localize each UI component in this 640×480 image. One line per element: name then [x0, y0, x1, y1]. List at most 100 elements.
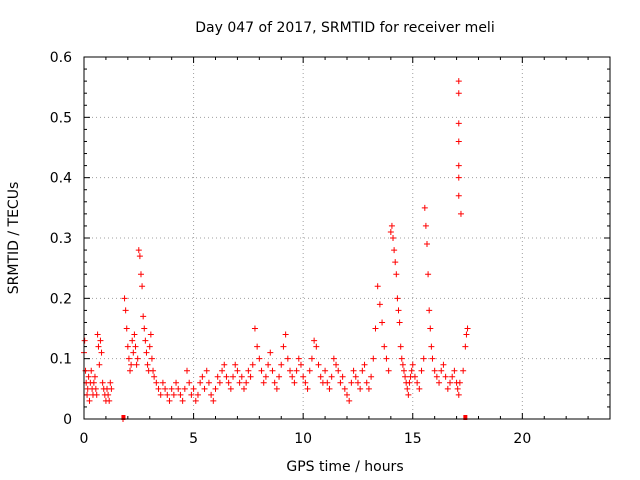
data-point — [86, 397, 93, 404]
data-point — [397, 343, 404, 350]
data-point — [135, 247, 142, 254]
data-point — [92, 385, 99, 392]
data-point — [140, 313, 147, 320]
data-point — [354, 379, 361, 386]
data-point — [427, 325, 434, 332]
data-point — [97, 337, 104, 344]
data-point — [251, 325, 258, 332]
data-point — [348, 379, 355, 386]
data-point — [143, 349, 150, 356]
x-tick-label: 5 — [189, 431, 198, 447]
data-point — [260, 379, 267, 386]
y-tick-label: 0.5 — [50, 110, 72, 126]
data-point — [324, 379, 331, 386]
data-point — [151, 373, 158, 380]
data-point — [96, 361, 103, 368]
data-point — [297, 361, 304, 368]
data-points — [81, 78, 471, 422]
data-point — [170, 391, 177, 398]
data-point — [409, 361, 416, 368]
data-point — [173, 379, 180, 386]
data-point — [455, 90, 462, 97]
data-point — [396, 319, 403, 326]
y-tick-label: 0.3 — [50, 231, 72, 247]
data-point — [302, 379, 309, 386]
data-point — [436, 379, 443, 386]
data-point — [455, 138, 462, 145]
x-tick-label: 10 — [294, 431, 312, 447]
data-point — [365, 385, 372, 392]
data-point — [190, 385, 197, 392]
data-point — [395, 307, 402, 314]
data-point — [460, 367, 467, 374]
data-point — [425, 271, 432, 278]
data-point — [414, 379, 421, 386]
data-point — [352, 373, 359, 380]
data-point — [363, 379, 370, 386]
data-point — [304, 385, 311, 392]
data-point — [132, 343, 139, 350]
data-point — [289, 373, 296, 380]
data-point — [311, 337, 318, 344]
data-point — [393, 271, 400, 278]
data-point — [105, 391, 112, 398]
data-point — [287, 367, 294, 374]
data-point — [153, 379, 160, 386]
data-point — [374, 283, 381, 290]
data-point — [128, 361, 135, 368]
data-point — [84, 391, 91, 398]
x-tick-label: 0 — [80, 431, 89, 447]
data-point — [162, 385, 169, 392]
data-point — [404, 385, 411, 392]
data-point — [184, 367, 191, 374]
data-point — [137, 271, 144, 278]
data-point — [379, 319, 386, 326]
data-point — [212, 385, 219, 392]
data-point — [280, 343, 287, 350]
data-point — [155, 385, 162, 392]
data-point — [357, 385, 364, 392]
zero-markers — [121, 415, 468, 420]
data-point — [408, 367, 415, 374]
data-point — [341, 385, 348, 392]
data-point — [387, 228, 394, 235]
data-point — [223, 373, 230, 380]
data-point — [254, 343, 261, 350]
data-point — [230, 373, 237, 380]
data-point — [238, 373, 245, 380]
data-point — [361, 361, 368, 368]
data-point — [433, 373, 440, 380]
data-point — [139, 283, 146, 290]
data-point — [267, 349, 274, 356]
data-point — [346, 397, 353, 404]
data-point — [141, 325, 148, 332]
data-point — [214, 373, 221, 380]
data-point — [201, 385, 208, 392]
data-point — [456, 379, 463, 386]
data-point — [188, 391, 195, 398]
data-point — [376, 301, 383, 308]
data-point — [150, 367, 157, 374]
data-point — [125, 355, 132, 362]
data-point — [388, 222, 395, 229]
data-point — [265, 361, 272, 368]
data-point — [335, 367, 342, 374]
data-point — [391, 247, 398, 254]
data-point — [359, 367, 366, 374]
data-point — [339, 373, 346, 380]
data-point — [442, 373, 449, 380]
data-point — [278, 361, 285, 368]
data-point — [350, 367, 357, 374]
data-point — [328, 373, 335, 380]
y-axis-label: SRMTID / TECUs — [6, 182, 22, 295]
data-point — [194, 391, 201, 398]
data-point — [455, 162, 462, 169]
data-point — [148, 355, 155, 362]
data-point — [240, 385, 247, 392]
data-point — [123, 325, 130, 332]
data-point — [383, 355, 390, 362]
data-point — [455, 192, 462, 199]
data-point — [197, 379, 204, 386]
data-point — [291, 379, 298, 386]
